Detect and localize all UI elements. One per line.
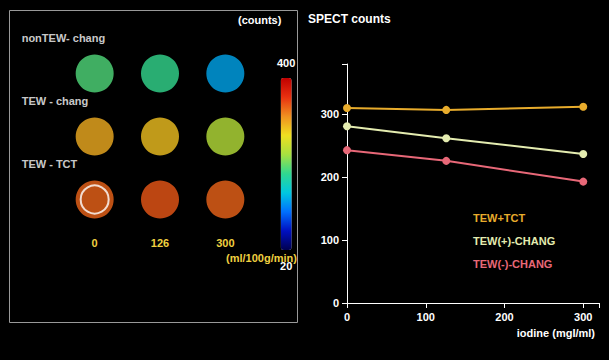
svg-text:400: 400 — [277, 57, 295, 69]
svg-text:300: 300 — [574, 311, 592, 323]
svg-text:TEW - chang: TEW - chang — [22, 95, 89, 107]
svg-text:0: 0 — [92, 237, 98, 249]
svg-text:TEW(+)-CHANG: TEW(+)-CHANG — [473, 235, 555, 247]
svg-text:(ml/100g/min): (ml/100g/min) — [226, 251, 297, 264]
svg-text:0: 0 — [344, 311, 350, 323]
svg-text:TEW+TCT: TEW+TCT — [473, 212, 526, 224]
svg-text:SPECT counts: SPECT counts — [308, 12, 391, 26]
svg-text:300: 300 — [216, 237, 234, 249]
svg-text:100: 100 — [417, 311, 435, 323]
svg-text:200: 200 — [321, 171, 339, 183]
svg-text:(counts): (counts) — [238, 14, 282, 26]
svg-text:iodine (mgI/ml): iodine (mgI/ml) — [517, 327, 596, 339]
svg-text:300: 300 — [321, 108, 339, 120]
svg-text:100: 100 — [321, 234, 339, 246]
svg-text:TEW(-)-CHANG: TEW(-)-CHANG — [473, 258, 552, 270]
svg-text:126: 126 — [151, 237, 169, 249]
svg-text:200: 200 — [495, 311, 513, 323]
svg-text:0: 0 — [333, 297, 339, 309]
svg-text:TEW - TCT: TEW - TCT — [22, 158, 78, 170]
svg-text:nonTEW- chang: nonTEW- chang — [22, 32, 106, 44]
svg-text:20: 20 — [280, 260, 292, 272]
